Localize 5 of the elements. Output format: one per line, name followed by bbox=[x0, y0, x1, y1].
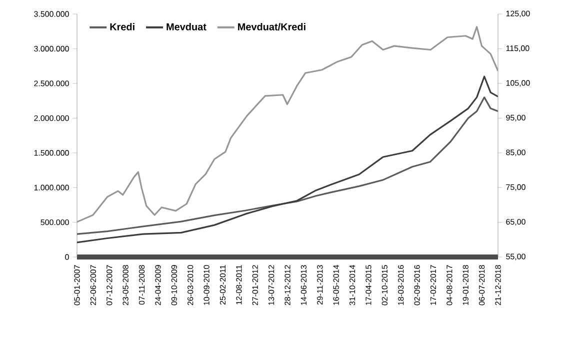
line-series bbox=[77, 96, 498, 235]
line-series bbox=[77, 76, 498, 244]
legend-label: Kredi bbox=[110, 23, 134, 30]
legend-label: Mevduat bbox=[166, 23, 206, 30]
legend-label: Mevduat/Kredi bbox=[238, 23, 306, 30]
